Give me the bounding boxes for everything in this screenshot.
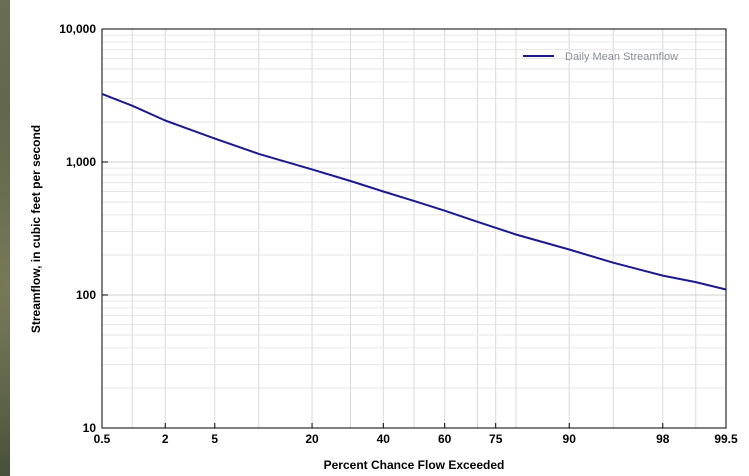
x-tick-label: 40 <box>377 432 391 446</box>
x-tick-label: 98 <box>656 432 670 446</box>
x-tick-label: 99.5 <box>714 432 738 446</box>
y-tick-label: 10,000 <box>59 22 96 36</box>
x-tick-label: 2 <box>162 432 169 446</box>
ticks: 0.5 2 5 20 40 60 75 90 98 99.5 10 100 1,000 10,000 <box>59 22 738 446</box>
legend-label-daily-mean-streamflow: Daily Mean Streamflow <box>565 51 678 63</box>
x-tick-label: 20 <box>305 432 319 446</box>
grid <box>102 29 726 428</box>
x-tick-label: 75 <box>489 432 503 446</box>
chart-panel <box>10 0 749 476</box>
y-tick-label: 10 <box>83 421 97 435</box>
plot-frame <box>101 28 727 429</box>
x-axis-title: Percent Chance Flow Exceeded <box>324 458 505 472</box>
y-axis-title: Streamflow, in cubic feet per second <box>29 125 43 333</box>
series-layer <box>101 92 727 291</box>
y-tick-label: 1,000 <box>66 155 96 169</box>
series-line-daily-mean-streamflow <box>101 92 727 291</box>
legend: Daily Mean Streamflow <box>523 51 678 63</box>
y-tick-label: 100 <box>76 288 96 302</box>
x-tick-label: 60 <box>438 432 452 446</box>
x-tick-label: 0.5 <box>94 432 111 446</box>
x-tick-label: 5 <box>211 432 218 446</box>
x-tick-label: 90 <box>563 432 577 446</box>
